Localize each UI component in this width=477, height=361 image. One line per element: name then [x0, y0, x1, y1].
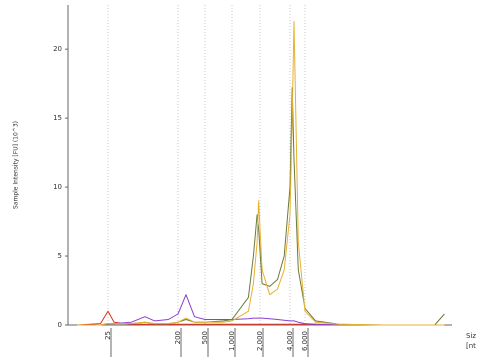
- x-tick-label: 200: [174, 331, 182, 344]
- data-line: [77, 87, 445, 326]
- y-axis-label: Sample Intensity [FU] (10^3): [13, 121, 20, 209]
- y-tick-label: 20: [53, 45, 62, 53]
- data-line: [77, 21, 445, 326]
- x-tick-label: 2,000: [256, 331, 264, 351]
- x-tick-label: 1,000: [228, 331, 236, 351]
- x-axis-label: [nt: [466, 342, 476, 350]
- x-tick-label: 4,000: [286, 331, 294, 351]
- y-tick-label: 15: [53, 114, 62, 122]
- x-tick-label: 25: [104, 331, 112, 340]
- x-axis-label: Siz: [466, 332, 476, 340]
- data-line: [77, 310, 445, 326]
- y-tick-label: 10: [53, 183, 62, 191]
- data-line: [77, 294, 445, 326]
- y-tick-label: 5: [58, 252, 62, 260]
- y-tick-label: 0: [58, 321, 62, 329]
- x-tick-label: 500: [201, 331, 209, 344]
- x-tick-label: 6,000: [301, 331, 309, 351]
